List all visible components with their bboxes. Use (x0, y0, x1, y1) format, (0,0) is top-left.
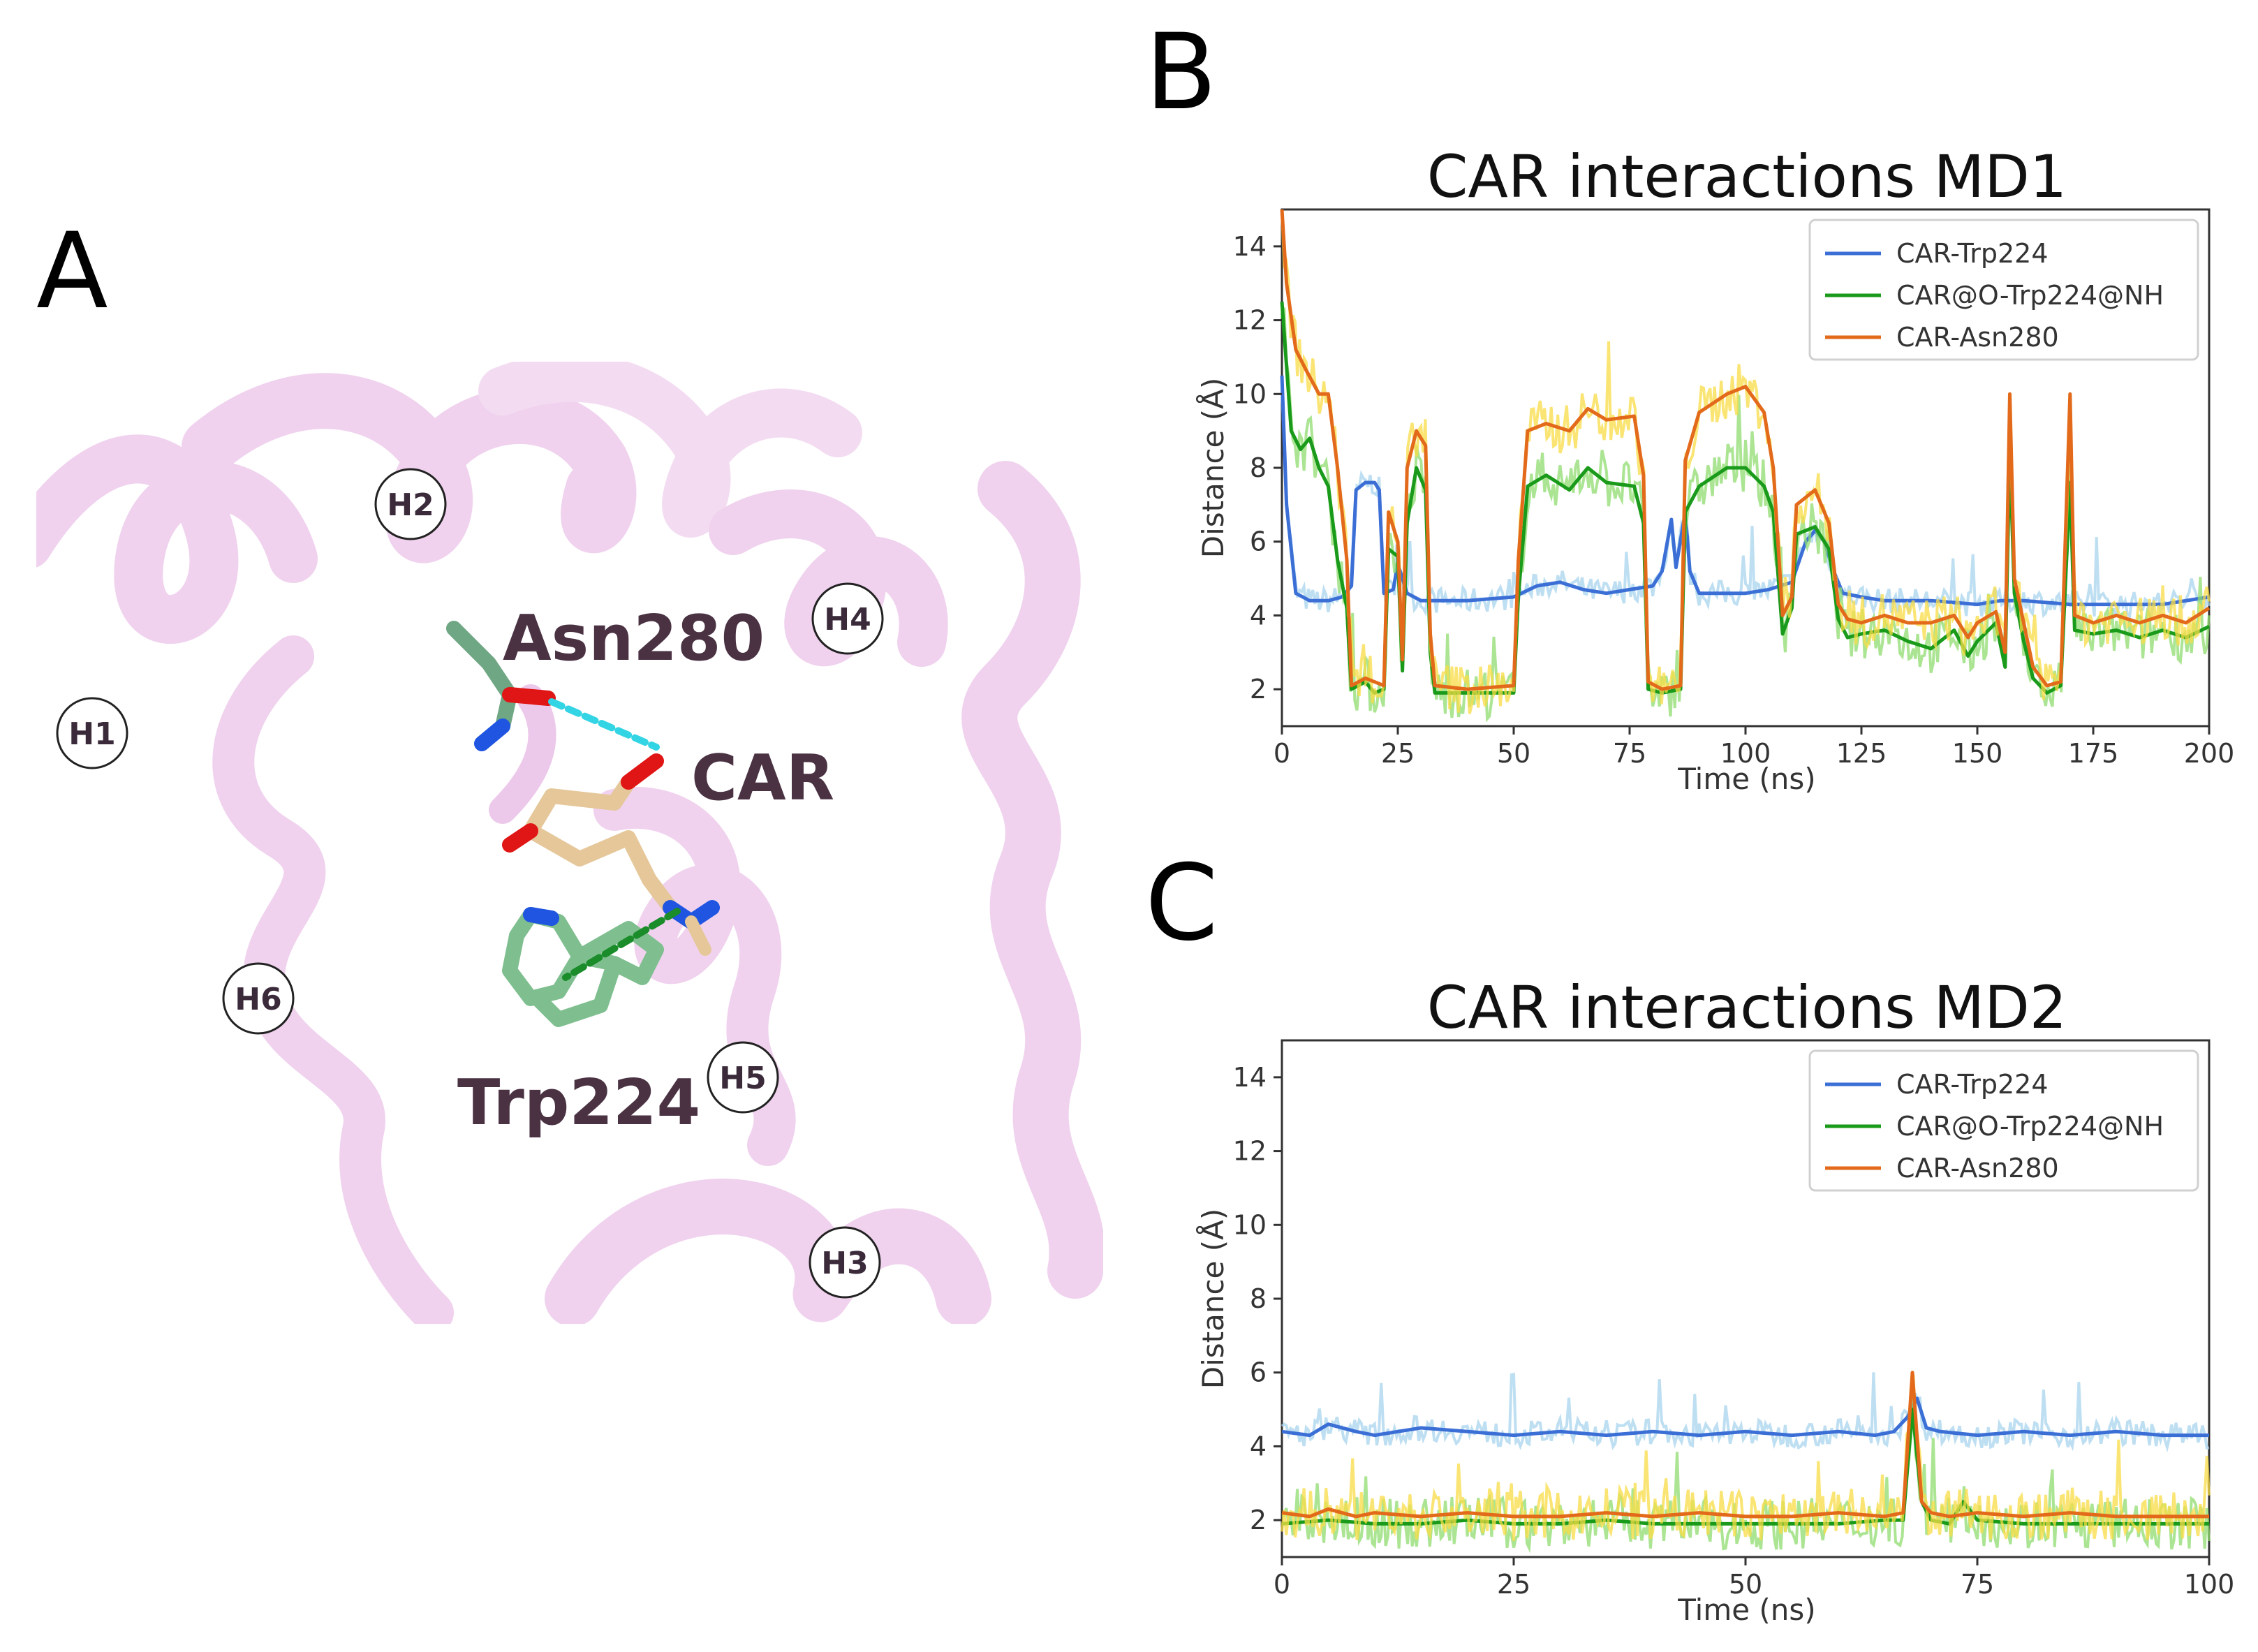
chart-md1-xtick-label: 50 (1497, 738, 1530, 769)
ribbon-right (961, 461, 1103, 1299)
chart-md1-xlabel: Time (ns) (1677, 762, 1815, 796)
chart-md2-xtick-label: 75 (1961, 1569, 1994, 1600)
chart-md2-ytick-label: 12 (1233, 1136, 1267, 1167)
chart-md2-legend-label-car-asn280: CAR-Asn280 (1896, 1153, 2059, 1183)
chart-md2-series-car-asn280 (1281, 1371, 2209, 1519)
panel-letter-b: B (1145, 12, 1217, 133)
chart-md1-xtick-label: 25 (1381, 738, 1415, 769)
ribbon-top (478, 362, 862, 537)
chart-md2-series-car-trp224-raw (1281, 1372, 2210, 1453)
residue-label-car: CAR (691, 742, 834, 815)
chart-md2-ytick-label: 6 (1250, 1357, 1267, 1388)
chart-md1-xtick-label: 0 (1274, 738, 1290, 769)
panel-letter-c: C (1145, 843, 1218, 964)
chart-md1-ytick-label: 2 (1250, 674, 1267, 705)
panel-letter-a: A (36, 211, 108, 332)
chart-md1-legend-label-car-asn280: CAR-Asn280 (1896, 322, 2059, 353)
ribbon-h1 (36, 434, 318, 644)
chart-md1: CAR interactions MD1 0 25 50 75 100 125 150 175… (1195, 142, 2234, 796)
trp224-nitrogen (523, 907, 559, 926)
chart-md1-series-car-asn280-raw (1281, 209, 2211, 714)
chart-md1-title: CAR interactions MD1 (1427, 142, 2067, 211)
chart-md1-ytick-label: 6 (1250, 526, 1267, 557)
chart-md2-legend-label-car-o-trp224-nh: CAR@O-Trp224@NH (1896, 1111, 2164, 1142)
helix-label-h5: H5 (707, 1041, 779, 1114)
svg-text:H2: H2 (387, 487, 434, 523)
chart-md1-xtick-label: 150 (1952, 738, 2003, 769)
chart-md2-xtick-label: 50 (1729, 1569, 1762, 1600)
asn280-sticks (446, 621, 517, 734)
ligand-sticks (446, 621, 720, 1027)
chart-md2-series-car-asn280-raw (1281, 1374, 2211, 1541)
chart-md1-series-car-trp224-raw (1281, 388, 2211, 619)
chart-md2-xlabel: Time (ns) (1677, 1593, 1815, 1627)
residue-label-trp224: Trp224 (457, 1066, 700, 1140)
chart-md2-title: CAR interactions MD2 (1427, 973, 2067, 1042)
chart-md1-ticks: 0 25 50 75 100 125 150 175 200 2 4 6 8 10 12 14 (1233, 231, 2235, 769)
chart-md1-ytick-label: 10 (1233, 378, 1267, 409)
hbond-asn-car (548, 698, 660, 751)
chart-md1-series-car-o-trp224-nh-raw (1281, 307, 2211, 723)
chart-md1-series (1280, 209, 2211, 723)
residue-label-asn280: Asn280 (503, 602, 765, 675)
ribbon-diagram (36, 362, 1103, 1324)
car-oxygen-top (621, 753, 664, 790)
asn280-nitrogen (474, 718, 510, 751)
car-oxygen-left (502, 823, 538, 853)
chart-md2-xtick-label: 100 (2184, 1569, 2235, 1600)
helix-label-h4: H4 (811, 582, 884, 655)
chart-md2-series-car-o-trp224-nh-raw (1281, 1396, 2211, 1554)
chart-md2-ytick-label: 4 (1250, 1431, 1267, 1461)
car-methyl (685, 915, 711, 956)
asn280-oxygen (502, 687, 556, 706)
chart-md1-xtick-label: 125 (1836, 738, 1887, 769)
chart-md1-legend-box (1808, 219, 2199, 361)
protein-structure-panel: H1 H2 H3 H4 H5 H6 Asn280 CAR Trp224 (36, 362, 1103, 1324)
svg-text:H3: H3 (821, 1246, 868, 1281)
chart-md2-series-car-trp224 (1281, 1396, 2209, 1438)
chart-md2-legend-box (1808, 1049, 2199, 1192)
chart-md1-xtick-label: 75 (1613, 738, 1646, 769)
chart-md1-ytick-label: 4 (1250, 600, 1267, 630)
chart-md2-ytick-label: 10 (1233, 1209, 1267, 1240)
chart-md1-xtick-label: 175 (2068, 738, 2119, 769)
chart-md1-legend-label-car-o-trp224-nh: CAR@O-Trp224@NH (1896, 280, 2164, 311)
helix-label-h6: H6 (222, 962, 295, 1035)
helix-label-h3: H3 (809, 1226, 881, 1299)
chart-md2-legend: CAR-Trp224 CAR@O-Trp224@NH CAR-Asn280 (1808, 1049, 2199, 1192)
chart-md1-legend: CAR-Trp224 CAR@O-Trp224@NH CAR-Asn280 (1808, 219, 2199, 361)
chart-md1-ytick-label: 8 (1250, 452, 1267, 483)
svg-text:H1: H1 (68, 716, 115, 752)
chart-md2-xtick-label: 0 (1274, 1569, 1290, 1600)
chart-md1-ylabel: Distance (Å) (1195, 378, 1230, 559)
chart-md1-xtick-label: 100 (1720, 738, 1771, 769)
chart-md2-ytick-label: 2 (1250, 1505, 1267, 1535)
car-sticks (523, 774, 678, 915)
chart-md2-ticks: 0 25 50 75 100 2 4 6 8 10 12 14 (1233, 1062, 2235, 1600)
chart-md2: CAR interactions MD2 0 25 50 75 100 2 4 6 8 10 12 1… (1195, 973, 2234, 1627)
svg-text:H6: H6 (235, 982, 281, 1017)
svg-text:H5: H5 (719, 1061, 766, 1096)
chart-md2-ytick-label: 8 (1250, 1283, 1267, 1314)
chart-md2-xtick-label: 25 (1497, 1569, 1530, 1600)
chart-md2-ytick-label: 14 (1233, 1062, 1267, 1093)
chart-md2-series (1281, 1371, 2211, 1554)
chart-md2-ylabel: Distance (Å) (1195, 1209, 1230, 1389)
chart-md1-series-car-asn280 (1280, 209, 2211, 691)
helix-label-h2: H2 (374, 468, 447, 540)
chart-md1-legend-label-car-trp224: CAR-Trp224 (1896, 238, 2049, 269)
chart-md1-xtick-label: 200 (2184, 738, 2235, 769)
helix-label-h1: H1 (56, 697, 128, 769)
chart-md2-legend-label-car-trp224: CAR-Trp224 (1896, 1069, 2049, 1100)
chart-md1-ytick-label: 14 (1233, 231, 1267, 262)
chart-md1-ytick-label: 12 (1233, 305, 1267, 336)
hbond-car-trp (562, 908, 681, 981)
ribbon-loop (489, 684, 556, 824)
trp224-sticks (502, 907, 664, 1027)
svg-text:H4: H4 (824, 602, 871, 637)
